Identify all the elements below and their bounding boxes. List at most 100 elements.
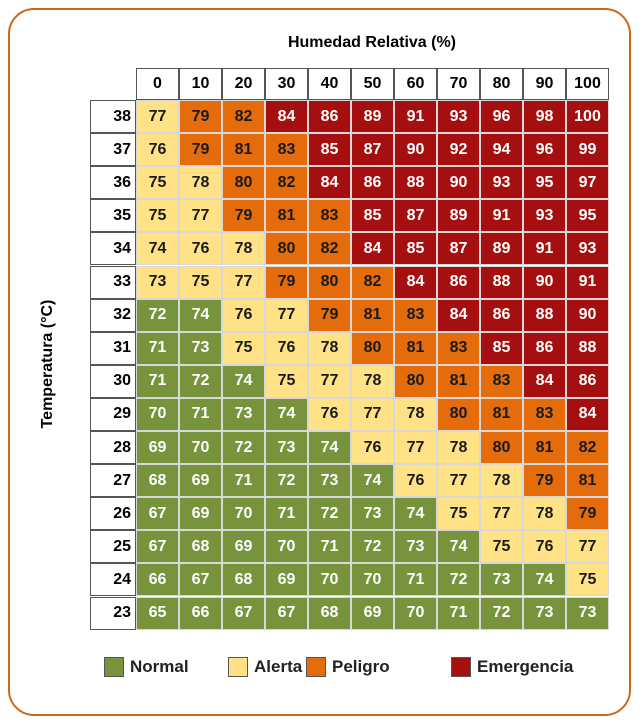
column-header: 10: [179, 68, 222, 100]
heat-cell: 83: [523, 397, 566, 431]
heat-cell: 78: [523, 497, 566, 531]
heat-cell: 89: [351, 100, 394, 134]
heat-cell: 69: [265, 563, 308, 597]
row-header: 28: [90, 431, 136, 465]
heat-cell: 89: [480, 232, 523, 266]
legend-label: Normal: [130, 657, 189, 676]
heat-cell: 72: [136, 298, 179, 332]
heat-cell: 74: [136, 232, 179, 266]
heat-cell: 75: [179, 265, 222, 299]
heat-cell: 71: [437, 596, 480, 630]
heat-cell: 70: [265, 530, 308, 564]
heat-cell: 96: [523, 133, 566, 167]
heat-cell: 66: [179, 596, 222, 630]
heat-cell: 74: [394, 497, 437, 531]
heat-cell: 81: [394, 331, 437, 365]
row-header: 30: [90, 364, 136, 398]
heat-cell: 72: [265, 464, 308, 498]
heat-cell: 86: [523, 331, 566, 365]
heat-cell: 74: [222, 364, 265, 398]
column-header: 0: [136, 68, 179, 100]
column-header: 100: [566, 68, 609, 100]
heat-cell: 86: [351, 166, 394, 200]
column-header: 80: [480, 68, 523, 100]
heat-cell: 86: [566, 364, 609, 398]
heat-cell: 71: [308, 530, 351, 564]
heat-cell: 83: [265, 133, 308, 167]
heat-cell: 72: [179, 364, 222, 398]
heat-cell: 71: [394, 563, 437, 597]
row-header: 25: [90, 530, 136, 564]
table-corner: [90, 68, 136, 100]
heat-cell: 93: [566, 232, 609, 266]
heat-cell: 84: [437, 298, 480, 332]
row-header: 31: [90, 331, 136, 365]
heat-cell: 98: [523, 100, 566, 134]
row-header: 38: [90, 100, 136, 134]
heat-cell: 73: [566, 596, 609, 630]
heat-cell: 80: [480, 431, 523, 465]
row-header: 27: [90, 464, 136, 498]
heat-cell: 84: [265, 100, 308, 134]
heat-cell: 68: [308, 596, 351, 630]
heat-cell: 90: [523, 265, 566, 299]
heat-cell: 82: [351, 265, 394, 299]
heat-cell: 79: [523, 464, 566, 498]
heat-cell: 71: [136, 331, 179, 365]
heat-cell: 74: [308, 431, 351, 465]
heat-cell: 74: [351, 464, 394, 498]
heat-cell: 88: [480, 265, 523, 299]
heat-cell: 80: [265, 232, 308, 266]
heat-cell: 78: [437, 431, 480, 465]
heat-cell: 73: [351, 497, 394, 531]
column-header: 20: [222, 68, 265, 100]
legend-swatch: [104, 657, 124, 677]
legend-swatch: [306, 657, 326, 677]
heat-cell: 70: [222, 497, 265, 531]
heat-cell: 70: [394, 596, 437, 630]
row-header: 34: [90, 232, 136, 266]
heat-cell: 91: [566, 265, 609, 299]
heat-cell: 93: [437, 100, 480, 134]
heat-cell: 80: [437, 397, 480, 431]
row-header: 36: [90, 166, 136, 200]
column-header: 30: [265, 68, 308, 100]
heat-cell: 67: [222, 596, 265, 630]
heat-cell: 84: [394, 265, 437, 299]
column-header: 60: [394, 68, 437, 100]
heat-cell: 87: [437, 232, 480, 266]
heat-cell: 76: [222, 298, 265, 332]
heat-cell: 76: [265, 331, 308, 365]
legend-item: Alerta: [228, 655, 302, 679]
heat-cell: 93: [480, 166, 523, 200]
heat-cell: 78: [308, 331, 351, 365]
heat-cell: 75: [566, 563, 609, 597]
heat-cell: 78: [222, 232, 265, 266]
heat-index-table: 0 10 20 30 40 50 60 70 80 90 100 38 77 79 82 84 86 89 91 93…: [90, 68, 609, 630]
heat-cell: 87: [351, 133, 394, 167]
heat-cell: 69: [351, 596, 394, 630]
heat-cell: 76: [523, 530, 566, 564]
heat-cell: 76: [179, 232, 222, 266]
heat-cell: 81: [566, 464, 609, 498]
heat-cell: 75: [136, 166, 179, 200]
heat-cell: 69: [179, 497, 222, 531]
heat-cell: 83: [394, 298, 437, 332]
heat-cell: 77: [566, 530, 609, 564]
heat-cell: 85: [308, 133, 351, 167]
legend-item: Emergencia: [451, 655, 573, 679]
heat-cell: 83: [308, 199, 351, 233]
heat-cell: 75: [480, 530, 523, 564]
heat-cell: 70: [136, 397, 179, 431]
heat-cell: 73: [222, 397, 265, 431]
heat-cell: 70: [308, 563, 351, 597]
heat-cell: 75: [265, 364, 308, 398]
legend: Normal Alerta Peligro Emergencia: [0, 655, 642, 679]
heat-cell: 69: [179, 464, 222, 498]
heat-cell: 99: [566, 133, 609, 167]
heat-cell: 88: [523, 298, 566, 332]
row-header: 29: [90, 397, 136, 431]
heat-cell: 80: [222, 166, 265, 200]
heat-cell: 77: [136, 100, 179, 134]
heat-cell: 85: [351, 199, 394, 233]
